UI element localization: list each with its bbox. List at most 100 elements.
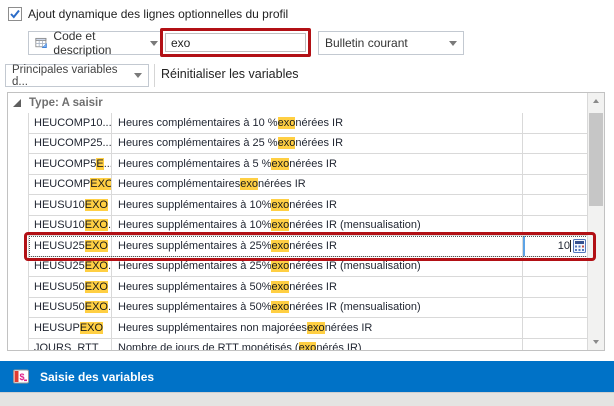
text-caret	[570, 239, 571, 252]
description-cell: Heures supplémentaires à 10% exo nérées I…	[112, 195, 523, 215]
footer-title: Saisie des variables	[40, 369, 155, 384]
search-highlight: EXO	[84, 198, 108, 211]
description-cell: Nombre de jours de RTT monétisés (exo nér…	[112, 338, 523, 350]
value-cell[interactable]	[523, 195, 588, 215]
toolbar-separator	[154, 64, 155, 87]
grid-rows: HEUCOMP10... Heures complémentaires à 10 …	[28, 113, 588, 350]
scope-combo[interactable]: Bulletin courant	[318, 31, 464, 55]
search-highlight: exo	[271, 260, 290, 273]
scrollbar-thumb[interactable]	[589, 113, 603, 206]
code-cell: HEUCOMP5 E...	[29, 154, 112, 174]
value-input-text: 10	[557, 239, 570, 252]
table-row[interactable]: JOURS_RTT Nombre de jours de RTT monétisé…	[29, 338, 588, 351]
search-highlight: exo	[306, 321, 325, 334]
search-mode-label: Code et description	[53, 29, 112, 57]
annotation-search-box	[160, 28, 311, 57]
value-cell[interactable]	[523, 154, 588, 174]
code-cell: HEUCOMP EXO	[29, 174, 112, 194]
description-cell: Heures complémentaires à 10 % exo nérées …	[112, 113, 523, 133]
dynamic-lines-checkbox[interactable]	[8, 7, 22, 21]
search-highlight: exo	[277, 116, 296, 129]
chevron-down-icon	[134, 73, 142, 78]
table-row[interactable]: HEUCOMP10... Heures complémentaires à 10 …	[29, 113, 588, 134]
description-cell: Heures complémentaires exo nérées IR	[112, 174, 523, 194]
search-highlight: exo	[298, 342, 317, 350]
search-highlight: exo	[240, 178, 259, 191]
description-cell: Heures supplémentaires à 25% exo nérées I…	[112, 256, 523, 276]
search-highlight: exo	[271, 280, 290, 293]
scroll-down-button[interactable]	[588, 334, 604, 350]
value-cell[interactable]: 10	[523, 236, 588, 256]
table-row[interactable]: HEUSU10 EXO Heures supplémentaires à 10% e…	[29, 195, 588, 216]
search-highlight: exo	[271, 157, 290, 170]
code-cell: HEUSU25 EXO	[29, 236, 112, 256]
code-cell: HEUSU50 EXO	[29, 277, 112, 297]
footer-strip	[0, 392, 614, 406]
search-highlight: EXO	[84, 280, 108, 293]
description-cell: Heures complémentaires à 5 % exo nérées I…	[112, 154, 523, 174]
value-cell[interactable]	[523, 175, 588, 195]
vertical-scrollbar[interactable]	[587, 93, 604, 350]
value-cell[interactable]	[523, 216, 588, 236]
search-highlight: E	[96, 157, 104, 170]
value-cell[interactable]	[523, 339, 588, 351]
arrow-up-icon	[593, 99, 599, 103]
search-highlight: exo	[271, 301, 290, 314]
description-cell: Heures complémentaires à 25 % exo nérées …	[112, 133, 523, 153]
code-cell: HEUSU10 EXO	[29, 195, 112, 215]
code-cell: HEUCOMP10...	[29, 113, 112, 133]
variables-filter-combo[interactable]: Principales variables d...	[5, 63, 149, 88]
reset-variables-button[interactable]: Réinitialiser les variables	[161, 67, 299, 81]
table-row[interactable]: HEUCOMP25... Heures complémentaires à 25 …	[29, 133, 588, 154]
variables-grid: Type: A saisir HEUCOMP10... Heures complé…	[7, 92, 605, 351]
group-expanded-icon	[13, 99, 21, 107]
description-cell: Heures supplémentaires non majorées exo n…	[112, 318, 523, 338]
footer-title-bar: $ Saisie des variables	[0, 361, 614, 392]
variables-filter-label: Principales variables d...	[12, 63, 118, 88]
table-row[interactable]: HEUCOMP EXO Heures complémentaires exo néré…	[29, 174, 588, 195]
value-cell[interactable]	[523, 134, 588, 154]
group-header-row[interactable]: Type: A saisir	[8, 93, 587, 113]
description-cell: Heures supplémentaires à 50% exo nérées I…	[112, 277, 523, 297]
checkmark-icon	[10, 9, 20, 19]
table-edit-icon	[35, 37, 47, 49]
search-highlight: exo	[271, 198, 290, 211]
value-cell[interactable]	[523, 318, 588, 338]
svg-text:$: $	[20, 372, 25, 382]
chevron-down-icon	[150, 40, 158, 46]
scope-label: Bulletin courant	[325, 36, 408, 50]
table-row[interactable]: HEUSU25 EXO Heures supplémentaires à 25% e…	[29, 236, 588, 257]
chevron-down-icon	[449, 40, 457, 46]
table-row[interactable]: HEUCOMP5 E... Heures complémentaires à 5 %…	[29, 154, 588, 175]
table-row[interactable]: HEUSU50 EXO Heures supplémentaires à 50% e…	[29, 277, 588, 298]
code-cell: HEUSUP EXO	[29, 318, 112, 338]
search-highlight: EXO	[90, 178, 112, 191]
description-cell: Heures supplémentaires à 25% exo nérées I…	[112, 236, 523, 256]
arrow-down-icon	[593, 340, 599, 344]
search-highlight: EXO	[84, 260, 108, 273]
value-cell[interactable]	[523, 257, 588, 277]
search-mode-combo[interactable]: Code et description	[28, 29, 165, 57]
search-highlight: EXO	[84, 219, 108, 232]
value-cell[interactable]	[523, 277, 588, 297]
description-cell: Heures supplémentaires à 50% exo nérées I…	[112, 297, 523, 317]
code-cell: JOURS_RTT	[29, 338, 112, 350]
description-cell: Heures supplémentaires à 10% exo nérées I…	[112, 215, 523, 235]
dynamic-lines-option: Ajout dynamique des lignes optionnelles …	[8, 7, 288, 21]
table-row[interactable]: HEUSUP EXO Heures supplémentaires non majo…	[29, 318, 588, 339]
search-highlight: EXO	[84, 301, 108, 314]
value-cell[interactable]	[523, 298, 588, 318]
code-cell: HEUCOMP25...	[29, 133, 112, 153]
scroll-up-button[interactable]	[588, 93, 604, 109]
value-cell[interactable]	[523, 113, 588, 133]
calculator-icon[interactable]	[573, 238, 586, 253]
dynamic-lines-label: Ajout dynamique des lignes optionnelles …	[28, 7, 289, 21]
search-input[interactable]	[165, 33, 306, 52]
variables-entry-icon: $	[13, 369, 29, 383]
